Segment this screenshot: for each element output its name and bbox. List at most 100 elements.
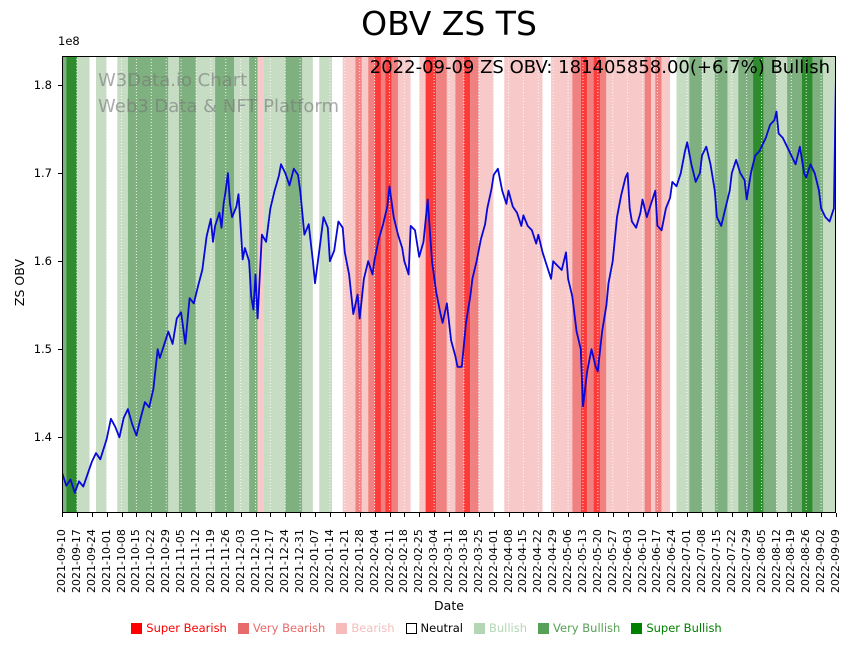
sentiment-band-bullish xyxy=(823,56,836,513)
sentiment-band-neutral xyxy=(312,56,320,513)
x-tick-mark xyxy=(672,513,674,517)
x-tick-mark xyxy=(449,513,450,517)
x-tick-mark xyxy=(374,513,376,517)
legend-item-super-bullish: Super Bullish xyxy=(631,621,722,635)
sentiment-band-neutral xyxy=(410,56,420,513)
x-tick-label: 2022-07-29 xyxy=(739,529,753,593)
sentiment-band-very_bullish xyxy=(178,56,196,513)
legend-label: Neutral xyxy=(420,621,463,635)
x-tick-mark xyxy=(657,513,659,517)
sentiment-band-very_bearish xyxy=(644,56,652,513)
legend-item-very-bullish: Very Bullish xyxy=(538,621,620,635)
x-tick-label: 2022-08-05 xyxy=(754,529,768,593)
x-tick-mark xyxy=(121,513,123,517)
sentiment-band-very_bearish xyxy=(355,56,362,513)
x-tick-label: 2022-07-01 xyxy=(680,529,694,593)
sentiment-band-bearish xyxy=(478,56,494,513)
chart-title: OBV ZS TS xyxy=(361,4,537,43)
chart-canvas xyxy=(61,56,837,513)
x-tick-mark xyxy=(404,513,406,517)
legend-label: Super Bullish xyxy=(646,621,722,635)
x-tick-label: 2022-09-09 xyxy=(829,529,842,593)
sentiment-band-bearish xyxy=(446,56,456,513)
latest-value-annotation: 2022-09-09 ZS OBV: 181405858.00(+6.7%) B… xyxy=(369,57,830,78)
legend-swatch-icon xyxy=(336,622,348,634)
x-tick-mark xyxy=(196,513,197,517)
x-tick-label: 2021-10-22 xyxy=(144,529,158,593)
x-tick-label: 2022-03-11 xyxy=(442,529,455,593)
x-tick-label: 2021-10-01 xyxy=(99,529,113,593)
sentiment-band-bullish xyxy=(234,56,250,513)
y-tick-mark xyxy=(58,349,62,351)
x-tick-mark xyxy=(225,513,227,517)
x-tick-label: 2021-12-17 xyxy=(263,529,277,593)
legend-swatch-icon xyxy=(405,622,417,634)
plot-area xyxy=(61,56,837,513)
x-tick-label: 2022-06-24 xyxy=(665,529,679,593)
x-tick-label: 2021-12-03 xyxy=(233,529,247,593)
x-tick-mark xyxy=(240,513,242,517)
sentiment-band-very_bullish xyxy=(249,56,258,513)
x-tick-label: 2022-03-18 xyxy=(456,529,470,593)
sentiment-band-super_bearish xyxy=(374,56,381,513)
x-tick-mark xyxy=(255,513,257,517)
sentiment-band-very_bullish xyxy=(127,56,169,513)
x-tick-mark xyxy=(612,513,614,517)
x-tick-label: 2022-04-29 xyxy=(546,529,560,593)
sentiment-band-very_bullish xyxy=(714,56,728,513)
x-tick-mark xyxy=(642,513,644,517)
watermark-line1: W3Data.io Chart xyxy=(98,70,248,91)
x-tick-mark xyxy=(344,513,346,517)
sentiment-band-very_bearish xyxy=(599,56,607,513)
x-tick-label: 2022-07-22 xyxy=(724,529,738,593)
x-tick-mark xyxy=(300,513,302,517)
y-tick-label: 1.7 xyxy=(33,166,52,181)
sentiment-band-neutral xyxy=(89,56,97,513)
x-tick-label: 2022-01-14 xyxy=(322,529,336,593)
x-tick-mark xyxy=(687,513,689,517)
sentiment-band-very_bearish xyxy=(470,56,479,513)
legend-item-very-bearish: Very Bearish xyxy=(237,621,325,635)
x-tick-label: 2021-10-15 xyxy=(129,529,143,593)
x-tick-mark xyxy=(76,513,78,517)
x-tick-label: 2022-01-28 xyxy=(352,529,366,593)
x-tick-label: 2022-04-15 xyxy=(516,529,530,593)
legend-item-bullish: Bullish xyxy=(473,621,527,635)
sentiment-band-very_bullish xyxy=(738,56,754,513)
x-tick-label: 2022-04-01 xyxy=(486,529,500,593)
x-tick-mark xyxy=(508,513,510,517)
watermark: W3Data.io Chart Web3 Data & NFT Platform xyxy=(98,68,339,120)
y-tick-label: 1.6 xyxy=(33,254,52,269)
sentiment-band-neutral xyxy=(542,56,552,513)
sentiment-band-bearish xyxy=(361,56,369,513)
x-tick-label: 2022-02-18 xyxy=(397,529,411,593)
sentiment-band-very_bearish xyxy=(587,56,594,513)
x-tick-mark xyxy=(329,513,331,517)
x-tick-label: 2021-11-19 xyxy=(203,529,217,593)
legend-item-neutral: Neutral xyxy=(405,621,463,635)
x-tick-mark xyxy=(761,513,763,517)
x-tick-label: 2022-05-06 xyxy=(561,529,575,593)
sentiment-band-very_bullish xyxy=(812,56,824,513)
y-tick-label: 1.5 xyxy=(33,342,52,357)
x-tick-mark xyxy=(270,513,272,517)
x-tick-label: 2022-07-15 xyxy=(709,529,723,593)
x-tick-mark xyxy=(389,513,391,517)
legend-label: Very Bullish xyxy=(553,621,621,635)
x-tick-label: 2022-02-25 xyxy=(412,529,426,593)
sentiment-band-bearish xyxy=(606,56,645,513)
x-tick-mark xyxy=(821,513,823,517)
legend-swatch-icon xyxy=(131,622,143,634)
legend-swatch-icon xyxy=(631,622,643,634)
x-tick-label: 2022-03-04 xyxy=(427,529,441,593)
sentiment-band-bullish xyxy=(676,56,690,513)
x-tick-mark xyxy=(359,513,361,517)
x-tick-label: 2022-05-27 xyxy=(605,529,619,593)
x-tick-mark xyxy=(716,513,718,517)
x-tick-label: 2022-01-07 xyxy=(308,529,321,593)
x-tick-mark xyxy=(106,513,108,517)
sentiment-band-super_bearish xyxy=(463,56,471,513)
y-tick-label: 1.4 xyxy=(33,430,52,445)
sentiment-band-bullish xyxy=(727,56,739,513)
sentiment-band-very_bearish xyxy=(572,56,581,513)
